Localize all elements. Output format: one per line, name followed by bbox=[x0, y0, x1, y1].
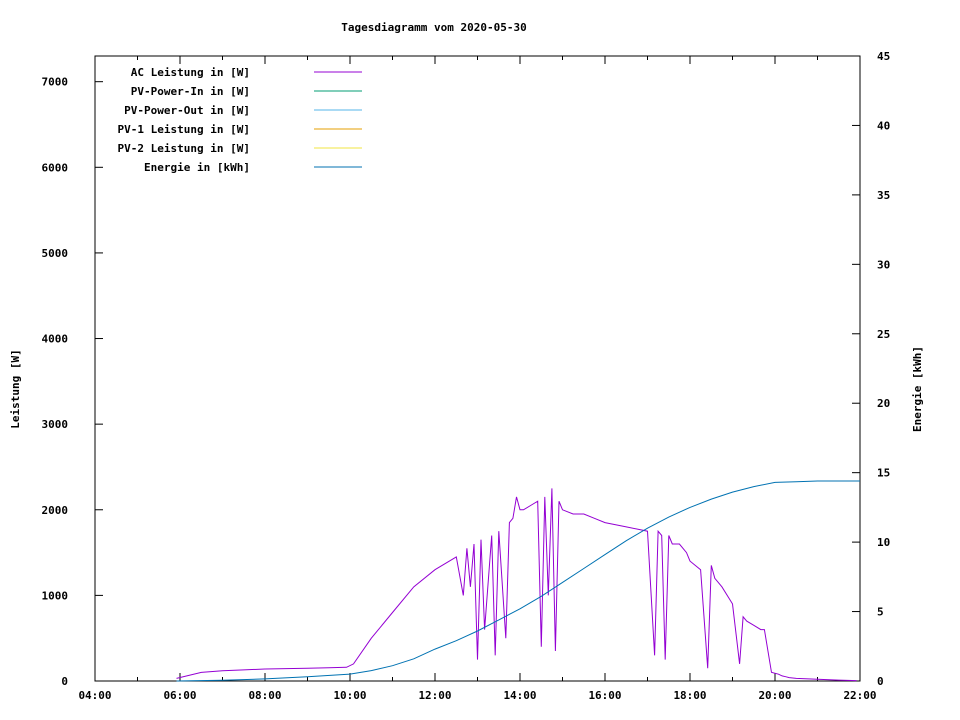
y-axis-left: 0 1000 2000 3000 4000 5000 6000 7000 bbox=[42, 76, 103, 688]
legend-label: PV-1 Leistung in [W] bbox=[118, 123, 250, 136]
x-tick-label: 04:00 bbox=[78, 689, 111, 702]
y-right-tick-label: 35 bbox=[877, 189, 890, 202]
y-left-tick-label: 0 bbox=[61, 675, 68, 688]
chart-title: Tagesdiagramm vom 2020-05-30 bbox=[341, 21, 526, 34]
series-line-6 bbox=[176, 480, 860, 682]
y-right-tick-label: 40 bbox=[877, 119, 890, 132]
x-tick-label: 06:00 bbox=[163, 689, 196, 702]
y-axis-right: 0 5 10 15 20 25 30 35 40 45 bbox=[852, 50, 890, 688]
x-tick-label: 14:00 bbox=[503, 689, 536, 702]
x-tick-label: 22:00 bbox=[843, 689, 876, 702]
y-left-tick-label: 4000 bbox=[42, 333, 69, 346]
y-left-tick-label: 7000 bbox=[42, 76, 69, 89]
x-tick-label: 10:00 bbox=[333, 689, 366, 702]
legend-label: AC Leistung in [W] bbox=[131, 66, 250, 79]
y-right-tick-label: 45 bbox=[877, 50, 890, 63]
y-right-tick-label: 10 bbox=[877, 536, 890, 549]
y-axis-left-label: Leistung [W] bbox=[9, 349, 22, 428]
y-left-tick-label: 1000 bbox=[42, 589, 69, 602]
x-tick-label: 16:00 bbox=[588, 689, 621, 702]
y-left-tick-label: 3000 bbox=[42, 418, 69, 431]
x-tick-label: 12:00 bbox=[418, 689, 451, 702]
y-right-tick-label: 5 bbox=[877, 606, 884, 619]
series-layer bbox=[176, 480, 860, 682]
y-right-tick-label: 25 bbox=[877, 328, 890, 341]
y-left-tick-label: 6000 bbox=[42, 161, 69, 174]
legend-label: PV-Power-In in [W] bbox=[131, 85, 250, 98]
legend-label: Energie in [kWh] bbox=[144, 161, 250, 174]
y-left-tick-label: 5000 bbox=[42, 247, 69, 260]
y-right-tick-label: 0 bbox=[877, 675, 884, 688]
y-left-tick-label: 2000 bbox=[42, 504, 69, 517]
legend-label: PV-2 Leistung in [W] bbox=[118, 142, 250, 155]
legend-label: PV-Power-Out in [W] bbox=[124, 104, 250, 117]
x-tick-label: 08:00 bbox=[248, 689, 281, 702]
legend: AC Leistung in [W] PV-Power-In in [W] PV-P… bbox=[118, 66, 362, 174]
y-right-tick-label: 20 bbox=[877, 397, 890, 410]
series-line-1 bbox=[176, 488, 857, 682]
y-right-tick-label: 15 bbox=[877, 467, 890, 480]
y-right-tick-label: 30 bbox=[877, 258, 890, 271]
x-tick-label: 18:00 bbox=[673, 689, 706, 702]
y-axis-right-label: Energie [kWh] bbox=[911, 346, 924, 432]
x-tick-label: 20:00 bbox=[758, 689, 791, 702]
x-axis: 04:00 06:00 08:00 10:00 12:00 14:00 16:00 18:00… bbox=[78, 56, 877, 702]
